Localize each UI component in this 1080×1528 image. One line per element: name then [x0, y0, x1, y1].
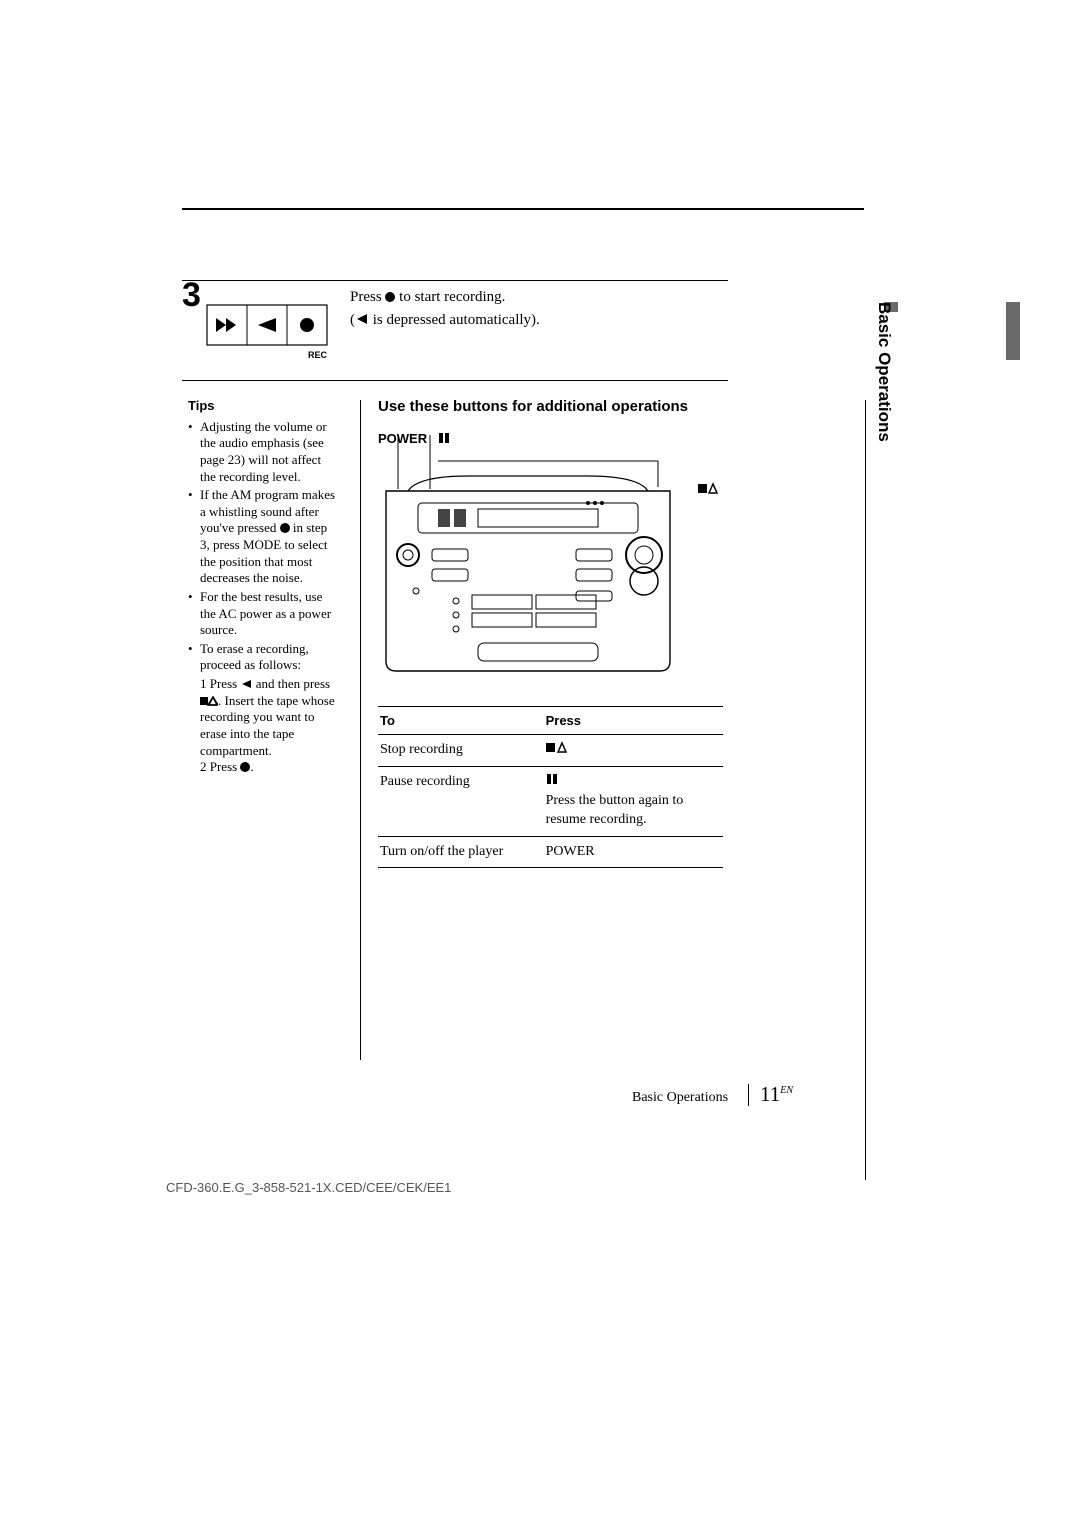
step-button-diagram: REC: [206, 304, 328, 360]
right-margin-line: [865, 400, 866, 1180]
label-power: POWER: [378, 431, 427, 446]
tips-heading: Tips: [188, 398, 340, 415]
tip-item: If the AM program makes a whistling soun…: [188, 487, 340, 587]
step-number: 3: [182, 276, 201, 315]
step-instruction: Press to start recording. ( is depressed…: [350, 286, 540, 331]
play-reverse-icon: [240, 679, 252, 689]
play-reverse-icon: [355, 313, 369, 325]
op-press-text: Press the button again to resume recordi…: [546, 793, 684, 827]
table-row: Stop recording: [378, 735, 723, 767]
main-heading: Use these buttons for additional operati…: [378, 398, 728, 415]
tip-item: For the best results, use the AC power a…: [188, 589, 340, 639]
column-divider: [360, 400, 361, 1060]
table-header-press: Press: [544, 707, 723, 735]
step-line2-post: is depressed automatically).: [369, 312, 540, 328]
step-bottom-rule: [182, 380, 728, 381]
op-press: [544, 735, 723, 767]
op-press: POWER: [544, 836, 723, 868]
page-number-suffix: EN: [780, 1085, 793, 1096]
pause-icon: [546, 773, 558, 785]
rec-label: REC: [308, 350, 328, 360]
table-row: Pause recording Press the button again t…: [378, 766, 723, 836]
step-line1-post: to start recording.: [395, 289, 505, 305]
page-number-value: 11: [760, 1082, 780, 1106]
step-top-rule: [182, 280, 728, 281]
stop-eject-icon: [698, 481, 718, 499]
footer-separator: [748, 1084, 749, 1106]
op-to: Stop recording: [378, 735, 544, 767]
section-tab: Basic Operations: [874, 302, 894, 442]
pause-icon: [438, 431, 450, 449]
tips-column: Tips Adjusting the volume or the audio e…: [188, 398, 340, 776]
op-to: Turn on/off the player: [378, 836, 544, 868]
record-icon: [280, 523, 290, 533]
table-header-to: To: [378, 707, 544, 735]
side-tab-bar: [1006, 302, 1020, 360]
step-line1-pre: Press: [350, 289, 385, 305]
page-number: 11EN: [760, 1082, 793, 1107]
top-rule: [182, 208, 864, 210]
op-to: Pause recording: [378, 766, 544, 836]
record-icon: [385, 292, 395, 302]
stop-eject-icon: [200, 696, 218, 706]
table-row: Turn on/off the player POWER: [378, 836, 723, 868]
tip-item: To erase a recording, proceed as follows…: [188, 641, 340, 674]
op-press: Press the button again to resume recordi…: [544, 766, 723, 836]
document-code: CFD-360.E.G_3-858-521-1X.CED/CEE/CEK/EE1: [166, 1180, 451, 1195]
footer-section-title: Basic Operations: [632, 1090, 728, 1106]
tip-item: Adjusting the volume or the audio emphas…: [188, 419, 340, 486]
stop-eject-icon: [546, 741, 568, 753]
main-column: Use these buttons for additional operati…: [378, 398, 728, 868]
record-icon: [240, 762, 250, 772]
tip-substep: 2 Press .: [188, 759, 340, 776]
operations-table: To Press Stop recording Pause recording …: [378, 706, 723, 868]
tip-substep: 1 Press and then press . Insert the tape…: [188, 676, 340, 759]
device-diagram: POWER: [378, 431, 723, 686]
